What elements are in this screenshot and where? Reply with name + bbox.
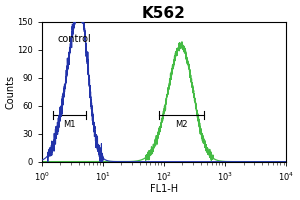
Y-axis label: Counts: Counts: [6, 75, 16, 109]
Text: control: control: [57, 34, 91, 44]
X-axis label: FL1-H: FL1-H: [150, 184, 178, 194]
Text: M2: M2: [175, 120, 188, 129]
Title: K562: K562: [142, 6, 186, 21]
Text: M1: M1: [63, 120, 76, 129]
